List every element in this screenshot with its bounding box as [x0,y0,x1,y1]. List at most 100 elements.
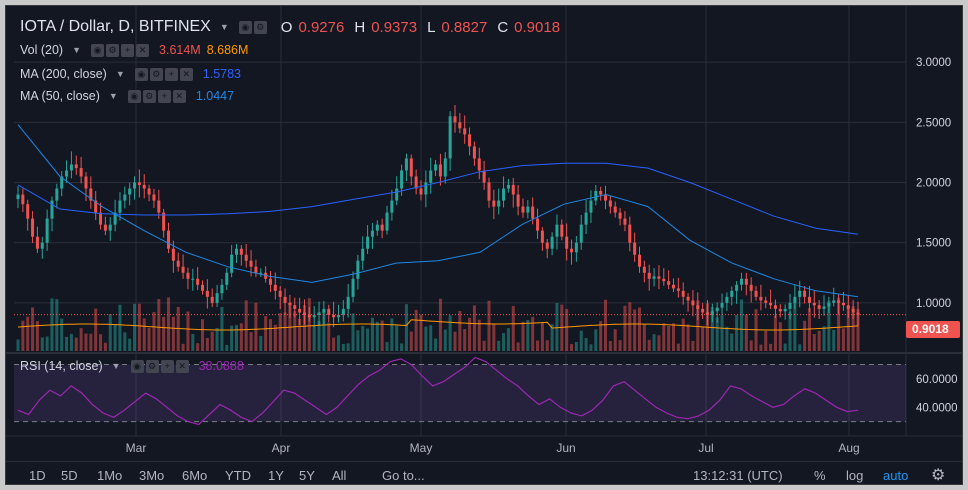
ma200-label[interactable]: MA (200, close) [20,67,107,81]
chevron-down-icon[interactable]: ▼ [72,45,82,55]
volume-bar [633,309,637,351]
range-5d[interactable]: 5D [61,468,78,483]
candle-body [395,188,399,201]
last-price-badge: 0.9018 [906,321,960,338]
auto-toggle[interactable]: auto [883,468,909,483]
vol-label[interactable]: Vol (20) [20,43,64,57]
settings-icon[interactable]: ⚙ [145,359,159,373]
goto-button[interactable]: Go to... [382,468,425,483]
candle-body [205,290,209,297]
range-all[interactable]: All [332,468,347,483]
chevron-down-icon[interactable]: ▼ [115,69,125,79]
candle-body [196,278,200,285]
candle-body [322,308,326,313]
candle-body [691,300,695,306]
settings-icon[interactable]: ⚙ [253,20,267,34]
volume-bar [443,329,447,351]
close-value: 0.9018 [514,18,561,36]
chevron-down-icon[interactable]: ▼ [108,91,118,101]
volume-bar [404,304,408,351]
volume-bar [827,300,831,351]
candle-body [579,224,583,243]
eye-icon[interactable]: ◉ [134,67,148,81]
close-icon[interactable]: ✕ [136,43,150,57]
gear-icon[interactable]: ⚙ [931,467,946,484]
candle-body [65,170,69,177]
close-icon[interactable]: ✕ [179,67,193,81]
candle-body [45,218,49,243]
candle-body [584,212,588,225]
volume-bar [298,318,302,351]
log-toggle[interactable]: log [846,468,864,483]
range-1d[interactable]: 1D [29,468,46,483]
close-icon[interactable]: ✕ [172,89,186,103]
volume-bar [783,343,787,351]
volume-bar [65,336,69,351]
candle-body [764,300,768,303]
candle-body [400,170,404,189]
candle-body [769,302,773,306]
range-6mo[interactable]: 6Mo [182,468,208,483]
volume-bar [458,310,462,351]
range-3mo[interactable]: 3Mo [139,468,165,483]
volume-bar [162,316,166,351]
range-1mo[interactable]: 1Mo [97,468,123,483]
volume-bar [35,321,39,351]
settings-icon[interactable]: ⚙ [142,89,156,103]
chevron-down-icon[interactable]: ▼ [111,361,121,371]
candle-body [773,305,777,309]
candle-body [268,278,272,285]
rsi-label[interactable]: RSI (14, close) [20,359,103,373]
percent-toggle[interactable]: % [814,468,826,483]
volume-ma-line [17,319,859,331]
settings-icon[interactable]: ⚙ [106,43,120,57]
eye-icon[interactable]: ◉ [238,20,252,34]
volume-bar [118,304,122,351]
candle-body [730,290,734,297]
volume-bar [759,344,763,351]
candle-body [341,308,345,315]
volume-bar [356,330,360,351]
eye-icon[interactable]: ◉ [127,89,141,103]
plus-icon[interactable]: + [164,67,178,81]
candle-body [647,272,651,279]
eye-icon[interactable]: ◉ [130,359,144,373]
volume-bar [167,297,171,351]
range-1y[interactable]: 1Y [268,468,284,483]
range-5y[interactable]: 5Y [299,468,315,483]
volume-bar [31,307,35,351]
symbol-title[interactable]: IOTA / Dollar, D, BITFINEX [20,18,211,35]
candle-body [283,296,287,303]
chevron-down-icon[interactable]: ▼ [219,22,229,32]
volume-bar [249,332,253,351]
volume-bar [676,343,680,351]
time-axis-label: Mar [126,441,147,455]
plus-icon[interactable]: + [160,359,174,373]
volume-bar [851,306,855,351]
volume-bar [370,317,374,351]
volume-bar [302,305,306,351]
close-icon[interactable]: ✕ [175,359,189,373]
candle-body [244,254,248,261]
candle-body [720,302,724,308]
candle-body [60,176,64,189]
range-ytd[interactable]: YTD [225,468,251,483]
plus-icon[interactable]: + [121,43,135,57]
plus-icon[interactable]: + [157,89,171,103]
candle-body [152,194,156,201]
ma50-label[interactable]: MA (50, close) [20,89,100,103]
volume-bar [584,338,588,351]
ma200-legend: MA (200, close) ▼ ◉ ⚙ + ✕ 1.5783 [20,67,241,81]
volume-bar [434,338,438,351]
candle-body [550,236,554,249]
volume-bar [16,339,20,351]
candle-body [259,272,263,274]
candle-body [686,296,690,301]
settings-icon[interactable]: ⚙ [149,67,163,81]
volume-bar [477,319,481,351]
volume-bar [94,308,98,351]
eye-icon[interactable]: ◉ [91,43,105,57]
candle-body [725,296,729,303]
candle-body [788,302,792,309]
price-chart[interactable]: Mar Apr May Jun Jul Aug 3.0000 2.5000 2.0000 1.50… [6,6,963,461]
